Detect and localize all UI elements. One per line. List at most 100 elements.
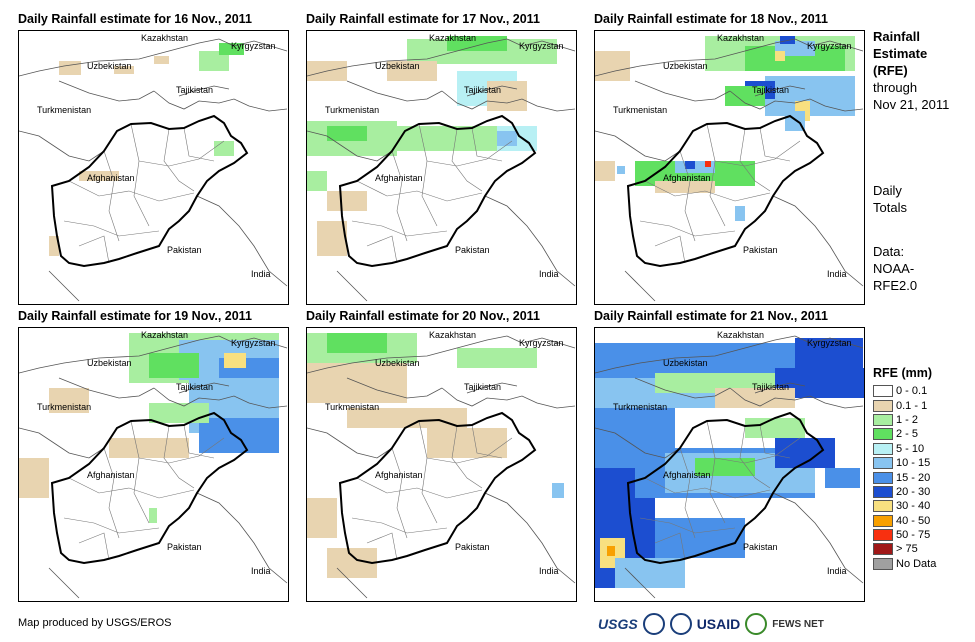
rain-patch [552,483,564,498]
afghanistan-outline [626,411,825,565]
rain-patch [347,408,467,428]
side-totals: Daily Totals [873,182,907,216]
rain-patch [705,161,711,167]
country-border [153,387,288,409]
map-svg: Kazakhstan Kyrgyzstan Uzbekistan Tajikistan… [307,33,576,302]
rain-patch [307,363,407,403]
province-border [163,128,195,192]
province-border [426,437,513,464]
country-label-pakistan: Pakistan [167,245,202,255]
country-border [634,377,731,399]
province-border [639,517,736,534]
afghanistan-outline [338,114,537,268]
rain-patch [149,353,199,378]
country-border [466,85,518,97]
country-label-india: India [827,269,847,279]
country-label-uzbekistan: Uzbekistan [663,358,708,368]
rain-patch [149,403,209,423]
legend-swatch [873,399,893,412]
rain-patch [617,166,625,174]
province-border [391,150,408,242]
country-label-afghanistan: Afghanistan [663,470,711,480]
rain-patch [327,333,387,353]
rain-patch [595,161,615,181]
province-border [130,420,150,524]
rain-patch [219,43,244,55]
country-label-kyrgyzstan: Kyrgyzstan [231,41,276,51]
country-label-kazakhstan: Kazakhstan [717,330,764,340]
legend-label: 0 - 0.1 [896,385,928,398]
province-border [759,127,791,162]
country-border [19,38,220,77]
province-border [78,235,110,264]
province-border [183,424,215,459]
province-border [451,128,483,192]
country-label-pakistan: Pakistan [167,542,202,552]
legend-swatch [873,500,893,513]
province-border [366,532,398,561]
legend-swatch [873,413,893,426]
rain-patch [149,508,157,523]
legend-swatch [873,442,893,455]
country-border [794,38,864,52]
legend-label: 15 - 20 [896,471,931,484]
province-border [759,424,791,459]
rain-patch [685,161,695,169]
afghanistan-outline [626,114,825,268]
country-label-india: India [539,269,559,279]
province-border [679,150,696,242]
side-title-line5: Nov 21, 2011 [873,97,950,112]
rain-patch [655,181,715,193]
country-label-uzbekistan: Uzbekistan [87,61,132,71]
rain-patch [387,61,437,81]
legend-swatch [873,457,893,470]
country-label-kazakhstan: Kazakhstan [717,33,764,43]
usaid-logo: USAID [696,616,741,632]
country-label-india: India [251,269,271,279]
country-label-kazakhstan: Kazakhstan [141,330,188,340]
province-border [714,140,801,167]
legend-item: 2 - 5 [873,427,973,441]
side-title-line2: Estimate [873,46,928,61]
country-border [336,567,368,599]
country-border [58,377,155,399]
country-label-kazakhstan: Kazakhstan [141,33,188,43]
country-label-pakistan: Pakistan [455,245,490,255]
country-border [307,427,393,459]
fews-net-logo: FEWS NET [772,618,824,630]
country-label-uzbekistan: Uzbekistan [375,358,420,368]
country-border [307,335,508,374]
legend-item: 10 - 15 [873,456,973,470]
province-border [138,140,225,167]
country-label-tajikistan: Tajikistan [464,382,501,392]
country-border [58,80,155,102]
panel-title: Daily Rainfall estimate for 16 Nov., 201… [18,12,252,26]
rain-patch [780,36,795,44]
side-title-line1: Rainfall [873,29,920,44]
country-border [754,85,806,97]
country-border [307,38,508,77]
afghanistan-outline [338,411,537,565]
legend-swatch [873,385,893,398]
country-border [19,427,105,459]
country-label-turkmenistan: Turkmenistan [37,105,91,115]
country-border [19,335,220,374]
afghanistan-outline [50,114,249,268]
country-label-turkmenistan: Turkmenistan [613,402,667,412]
legend-item: 1 - 2 [873,413,973,427]
province-border [183,127,215,162]
rain-patch [607,546,615,556]
country-label-pakistan: Pakistan [743,245,778,255]
usgs-logo: USGS [598,616,638,632]
country-label-afghanistan: Afghanistan [375,470,423,480]
legend-label: 50 - 75 [896,529,931,542]
rain-patch [327,126,367,141]
legend-item: > 75 [873,542,973,556]
province-border [418,123,438,227]
country-border [772,195,864,287]
country-label-tajikistan: Tajikistan [176,382,213,392]
country-border [218,38,288,52]
rain-patch [327,191,367,211]
